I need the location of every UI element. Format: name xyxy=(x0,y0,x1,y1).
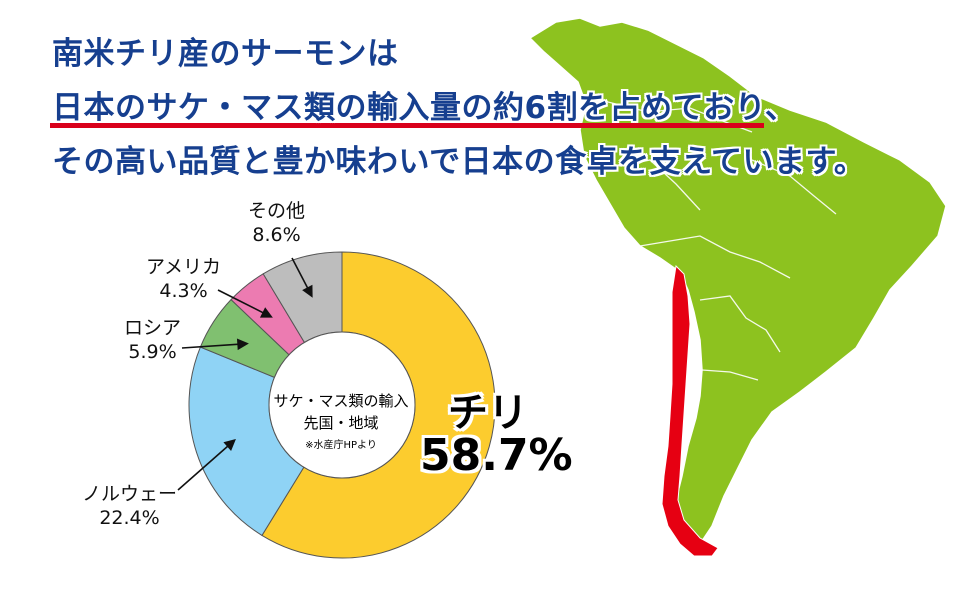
slice-label-usa: アメリカ 4.3% xyxy=(146,255,221,303)
donut-hole xyxy=(268,331,416,479)
country-borders xyxy=(583,99,837,381)
label-arrows xyxy=(177,257,313,491)
slice-label-russia: ロシア 5.9% xyxy=(124,316,181,364)
label-arrow-3 xyxy=(217,289,267,315)
slice-value-norway: 22.4% xyxy=(99,507,160,529)
chart-source-note: ※水産庁HPより xyxy=(305,440,377,451)
slice-name-russia: ロシア xyxy=(124,317,182,339)
slice-name-other: その他 xyxy=(248,200,306,222)
label-arrowhead-4 xyxy=(302,284,313,298)
headline-line-3: その高い品質と豊か味わいで日本の食卓を支えています。 xyxy=(52,144,866,180)
label-arrowhead-2 xyxy=(236,338,249,351)
slice-name-norway: ノルウェー xyxy=(82,483,178,505)
slice-value-other: 8.6% xyxy=(252,224,301,246)
headline-line-1: 南米チリ産のサーモンは xyxy=(52,36,399,72)
continent-shape xyxy=(528,17,947,545)
label-arrowhead-1 xyxy=(223,438,236,451)
slice-label-norway: ノルウェー 22.4% xyxy=(82,482,177,530)
headline-underline xyxy=(50,123,764,128)
slice-label-other: その他 8.6% xyxy=(248,199,305,247)
slice-value-russia: 5.9% xyxy=(128,341,177,363)
label-arrow-1 xyxy=(177,443,231,491)
label-arrowhead-3 xyxy=(259,307,273,318)
label-arrow-4 xyxy=(291,257,310,292)
slice-name-chile: チリ xyxy=(448,390,528,436)
slice-value-chile: 58.7% xyxy=(420,430,573,481)
chile-shape xyxy=(661,264,719,557)
slice-name-usa: アメリカ xyxy=(146,256,222,278)
chart-title: サケ・マス類の輸入先国・地域 xyxy=(273,392,409,432)
slice-value-usa: 4.3% xyxy=(159,280,208,302)
donut-slices xyxy=(188,251,496,559)
headline-line-2: 日本のサケ・マス類の輸入量の約6割を占めており、 xyxy=(52,90,797,126)
label-arrow-2 xyxy=(181,343,242,349)
